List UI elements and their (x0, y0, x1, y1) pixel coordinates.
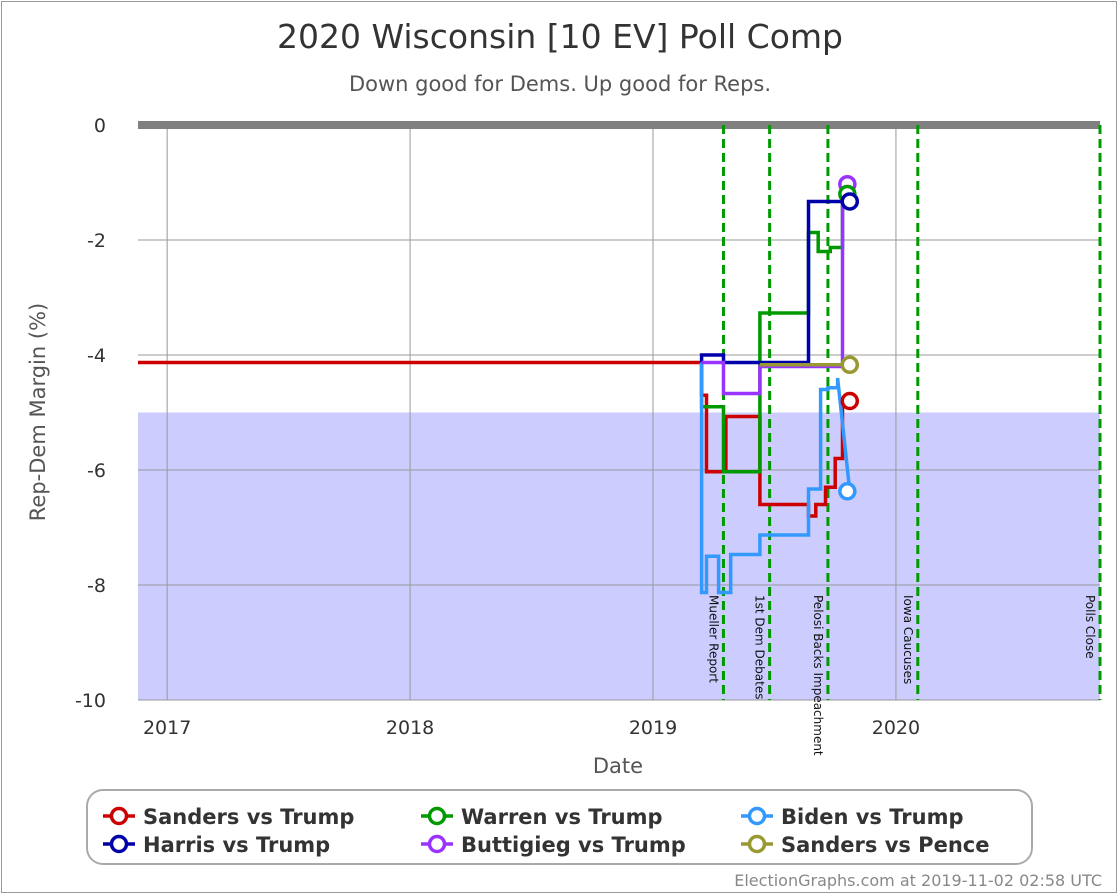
series-line-biden-vs-trump (699, 362, 852, 595)
legend-marker-sanders-vs-pence (747, 834, 767, 854)
dem-favored-band (138, 412, 1100, 700)
end-marker-biden-vs-trump (838, 482, 857, 501)
y-tick-label: -4 (87, 345, 106, 367)
gridlines (138, 121, 1100, 701)
legend: Sanders vs Trump Warren vs Trump Biden vs … (103, 805, 989, 857)
legend-box (86, 789, 1033, 865)
legend-marker-biden-vs-trump (747, 806, 767, 826)
plot-background (138, 125, 1100, 700)
legend-label-harris-vs-trump: Harris vs Trump (143, 833, 330, 857)
y-axis-label: Rep-Dem Margin (%) (26, 303, 50, 521)
credit-text: ElectionGraphs.com at 2019-11-02 02:58 U… (734, 871, 1102, 890)
event-label-mueller-report: Mueller Report (706, 595, 720, 683)
end-marker-sanders-vs-trump (840, 391, 860, 411)
chart-subtitle: Down good for Dems. Up good for Reps. (349, 72, 771, 96)
end-marker-harris-vs-trump (840, 192, 860, 211)
x-axis-ticks: 2017 2018 2019 2020 (143, 717, 920, 739)
legend-marker-buttigieg-vs-trump (427, 834, 447, 854)
x-axis-label: Date (593, 754, 643, 778)
series-line-harris-vs-trump (699, 199, 850, 365)
x-tick-label: 2017 (143, 717, 191, 739)
y-tick-label: -6 (87, 460, 106, 482)
y-tick-label: -8 (87, 575, 106, 597)
y-tick-label: -2 (87, 230, 106, 252)
series-line-buttigieg-vs-trump (701, 182, 848, 396)
event-label-1st-dem-debates: 1st Dem Debates (753, 595, 767, 699)
x-tick-label: 2019 (629, 717, 677, 739)
x-tick-label: 2020 (872, 717, 920, 739)
end-marker-sanders-vs-pence (840, 355, 860, 375)
legend-marker-warren-vs-trump (427, 806, 447, 826)
y-tick-label: -10 (75, 690, 106, 712)
event-label-pelosi-backs-impeachment: Pelosi Backs Impeachment (811, 595, 825, 756)
chart-title: 2020 Wisconsin [10 EV] Poll Comp (277, 17, 843, 56)
y-tick-label: 0 (94, 115, 106, 137)
x-tick-label: 2018 (386, 717, 434, 739)
legend-label-sanders-vs-pence: Sanders vs Pence (781, 833, 989, 857)
legend-label-biden-vs-trump: Biden vs Trump (781, 805, 963, 829)
legend-marker-harris-vs-trump (109, 834, 129, 854)
event-label-polls-close: Polls Close (1083, 595, 1097, 659)
y-axis-ticks: 0 -2 -4 -6 -8 -10 (75, 115, 106, 712)
legend-marker-sanders-vs-trump (109, 806, 129, 826)
series-end-markers (838, 174, 860, 501)
series-lines (138, 182, 852, 595)
legend-label-buttigieg-vs-trump: Buttigieg vs Trump (461, 833, 686, 857)
event-label-iowa-caucuses: Iowa Caucuses (901, 595, 915, 684)
event-markers: Mueller Report 1st Dem Debates Pelosi Back… (706, 125, 1102, 756)
legend-label-warren-vs-trump: Warren vs Trump (461, 805, 663, 829)
legend-label-sanders-vs-trump: Sanders vs Trump (143, 805, 354, 829)
